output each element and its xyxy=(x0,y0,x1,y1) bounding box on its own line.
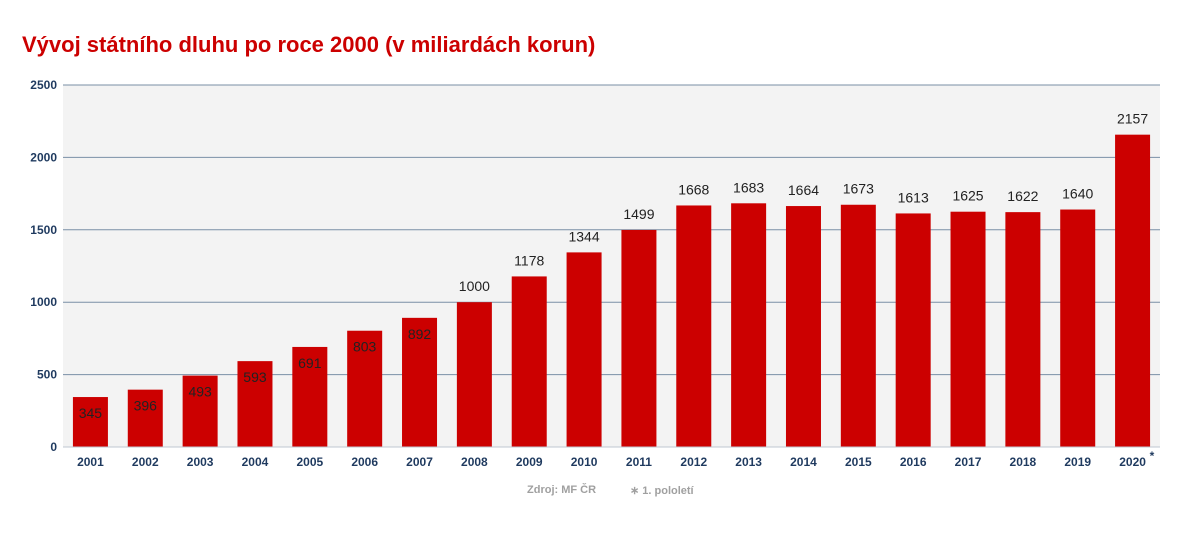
data-label: 1000 xyxy=(459,278,490,294)
y-tick-label: 1000 xyxy=(30,295,57,309)
y-tick-label: 2000 xyxy=(30,150,57,164)
footnote: ∗ 1. pololetí xyxy=(630,485,694,497)
data-label: 1673 xyxy=(843,181,874,197)
bar xyxy=(1005,212,1041,447)
bar xyxy=(456,302,492,447)
bar xyxy=(511,276,547,447)
data-label: 1499 xyxy=(623,206,654,222)
data-label: 1668 xyxy=(678,181,709,197)
x-tick-label: 2020 xyxy=(1119,455,1146,469)
y-tick-label: 0 xyxy=(50,440,57,454)
data-label: 593 xyxy=(243,369,267,385)
bar xyxy=(676,205,712,447)
bar xyxy=(182,375,218,447)
bar xyxy=(566,252,602,447)
bar xyxy=(237,361,273,447)
x-tick-label: 2013 xyxy=(735,455,762,469)
bar xyxy=(621,229,657,447)
bar xyxy=(840,204,876,447)
bar xyxy=(785,206,821,447)
bar xyxy=(402,317,438,447)
bar xyxy=(895,213,931,447)
bar xyxy=(950,211,986,447)
chart-title: Vývoj státního dluhu po roce 2000 (v mil… xyxy=(22,32,596,57)
x-tick-label: 2010 xyxy=(571,455,598,469)
bar xyxy=(1060,209,1096,447)
x-tick-label: 2008 xyxy=(461,455,488,469)
data-label: 892 xyxy=(408,326,432,342)
x-tick-label: 2007 xyxy=(406,455,433,469)
x-tick-label: 2017 xyxy=(955,455,982,469)
source-note: Zdroj: MF ČR xyxy=(527,484,597,496)
y-tick-label: 500 xyxy=(37,368,57,382)
x-tick-label: 2011 xyxy=(626,455,652,469)
x-tick-label: 2002 xyxy=(132,455,159,469)
data-label: 1344 xyxy=(568,228,599,244)
bar xyxy=(347,330,383,447)
y-tick-label: 1500 xyxy=(30,223,57,237)
data-label: 1683 xyxy=(733,179,764,195)
data-label: 1178 xyxy=(514,252,544,268)
x-tick-label: 2003 xyxy=(187,455,214,469)
data-label: 1625 xyxy=(952,188,983,204)
x-tick-label: 2012 xyxy=(680,455,707,469)
bar xyxy=(72,397,108,447)
data-label: 2157 xyxy=(1117,111,1148,127)
x-tick-label: 2019 xyxy=(1064,455,1091,469)
bar xyxy=(1115,134,1151,448)
x-tick-label: 2018 xyxy=(1010,455,1037,469)
x-tick-label: 2005 xyxy=(296,455,323,469)
plot-area xyxy=(63,85,1160,447)
category-footnote-mark: * xyxy=(1150,449,1155,463)
data-label: 493 xyxy=(188,384,212,400)
x-tick-label: 2014 xyxy=(790,455,817,469)
data-label: 691 xyxy=(298,355,322,371)
data-label: 1640 xyxy=(1062,186,1093,202)
x-tick-label: 2001 xyxy=(77,455,104,469)
x-tick-label: 2009 xyxy=(516,455,543,469)
x-tick-label: 2015 xyxy=(845,455,872,469)
data-label: 345 xyxy=(79,405,103,421)
bar xyxy=(127,389,163,447)
data-label: 1613 xyxy=(898,189,929,205)
data-label: 1622 xyxy=(1007,188,1038,204)
data-label: 396 xyxy=(134,398,158,414)
x-tick-label: 2004 xyxy=(242,455,269,469)
y-tick-label: 2500 xyxy=(30,78,57,92)
data-label: 1664 xyxy=(788,182,819,198)
x-tick-label: 2006 xyxy=(351,455,378,469)
x-tick-label: 2016 xyxy=(900,455,927,469)
data-label: 803 xyxy=(353,339,377,355)
bar xyxy=(731,203,767,447)
bar xyxy=(292,346,328,447)
